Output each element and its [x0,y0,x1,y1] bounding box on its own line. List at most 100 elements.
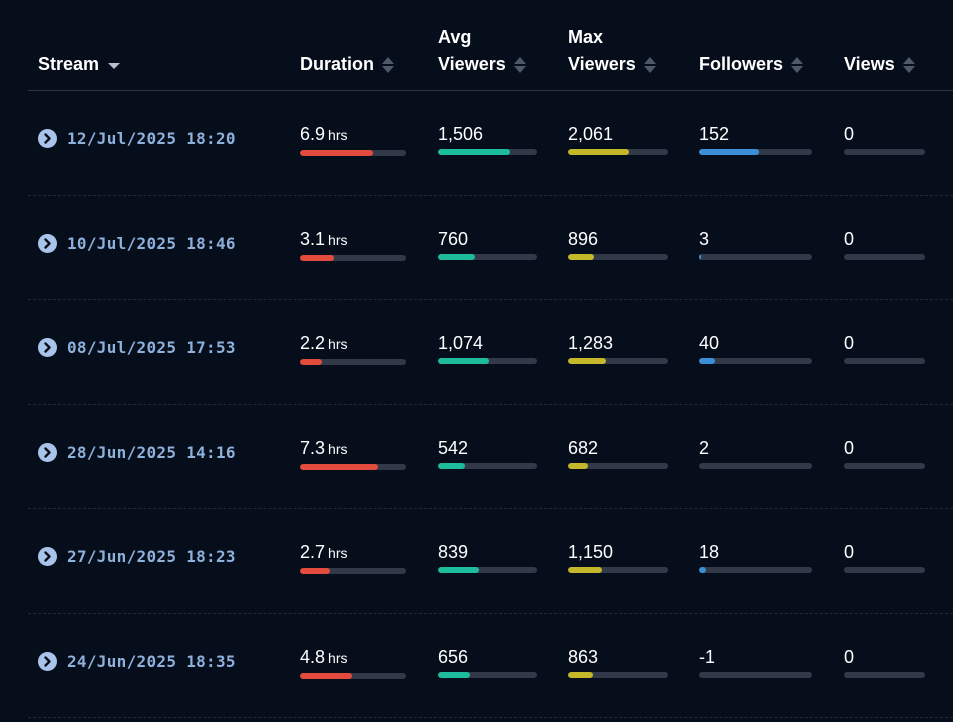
followers-bar [699,462,812,469]
expand-chevron-icon[interactable] [38,338,57,357]
duration-bar [300,672,406,679]
duration-unit: hrs [328,127,348,143]
views-bar [844,253,925,260]
views-value: 0 [844,332,925,354]
expand-chevron-icon[interactable] [38,442,57,462]
duration-unit: hrs [328,231,348,248]
column-header-max-viewers[interactable]: Max Viewers [568,24,656,78]
expand-chevron-icon[interactable] [38,233,57,253]
stream-date[interactable]: 27/Jun/2025 18:23 [67,547,236,566]
table-row[interactable]: 28/Jun/2025 14:16 7.3 hrs 542 682 2 0 [28,405,953,509]
duration-bar-fill [300,463,379,470]
followers-bar-fill [699,253,701,260]
sort-icon [902,56,915,74]
max-viewers-number: 682 [568,437,599,458]
expand-chevron-icon[interactable] [38,651,57,671]
stream-cell[interactable]: 12/Jul/2025 18:20 [38,129,236,148]
avg-viewers-value: 1,506 [438,123,537,145]
max-viewers-bar-fill [568,253,594,260]
stream-cell[interactable]: 24/Jun/2025 18:35 [38,651,236,671]
views-value: 0 [844,437,925,459]
views-bar [844,462,925,469]
max-viewers-value: 1,150 [568,541,668,563]
streams-table: Stream Duration Avg Viewers Max Viewers … [28,0,953,718]
avg-viewers-number: 839 [438,542,469,562]
stream-date[interactable]: 24/Jun/2025 18:35 [67,651,236,671]
followers-cell: 40 [699,332,812,364]
column-header-avg-viewers[interactable]: Avg Viewers [438,24,526,78]
max-viewers-value: 2,061 [568,123,668,145]
avg-viewers-cell: 1,506 [438,123,537,155]
expand-chevron-icon[interactable] [38,129,57,148]
views-value: 0 [844,646,925,668]
column-header-duration[interactable]: Duration [300,51,394,78]
max-viewers-number: 863 [568,646,599,667]
followers-bar [699,253,812,260]
table-row[interactable]: 24/Jun/2025 18:35 4.8 hrs 656 863 -1 0 [28,614,953,718]
duration-value: 2.2 hrs [300,332,406,355]
sort-icon [791,56,804,74]
views-value: 0 [844,228,925,250]
views-number: 0 [844,542,855,562]
followers-bar [699,567,812,573]
followers-bar [699,149,812,155]
stream-date[interactable]: 12/Jul/2025 18:20 [67,129,236,148]
avg-viewers-bar [438,462,537,469]
avg-viewers-bar-fill [438,149,511,155]
avg-viewers-number: 760 [438,228,469,249]
avg-viewers-bar-fill [438,671,470,678]
stream-date[interactable]: 08/Jul/2025 17:53 [67,338,236,357]
column-header-followers-label: Followers [699,54,784,74]
duration-unit: hrs [328,440,348,457]
table-row[interactable]: 10/Jul/2025 18:46 3.1 hrs 760 896 3 0 [28,196,953,300]
max-viewers-number: 1,283 [568,333,614,353]
views-cell: 0 [844,646,925,678]
views-number: 0 [844,646,855,667]
expand-chevron-icon[interactable] [38,547,57,566]
duration-unit: hrs [328,336,348,352]
duration-unit: hrs [328,545,348,561]
stream-date[interactable]: 28/Jun/2025 14:16 [67,442,236,462]
max-viewers-bar-fill [568,149,629,155]
max-viewers-cell: 2,061 [568,123,668,155]
avg-viewers-bar [438,358,537,364]
duration-value: 3.1 hrs [300,228,406,251]
views-bar [844,358,925,364]
avg-viewers-number: 542 [438,437,469,458]
column-header-views[interactable]: Views [844,51,915,78]
max-viewers-cell: 863 [568,646,668,678]
max-viewers-bar-fill [568,462,588,469]
max-viewers-value: 1,283 [568,332,668,354]
column-header-duration-label: Duration [300,54,374,74]
max-viewers-bar [568,671,668,678]
stream-cell[interactable]: 08/Jul/2025 17:53 [38,338,236,357]
followers-value: 152 [699,123,812,145]
followers-value: 40 [699,332,812,354]
duration-cell: 2.7 hrs [300,541,406,574]
followers-number: -1 [699,646,716,667]
table-row[interactable]: 08/Jul/2025 17:53 2.2 hrs 1,074 1,283 40 0 [28,300,953,405]
avg-viewers-cell: 656 [438,646,537,678]
table-row[interactable]: 12/Jul/2025 18:20 6.9 hrs 1,506 2,061 152 0 [28,91,953,196]
followers-bar [699,358,812,364]
max-viewers-bar-fill [568,671,593,678]
views-cell: 0 [844,228,925,260]
followers-cell: 2 [699,437,812,469]
column-header-followers[interactable]: Followers [699,51,804,78]
stream-date[interactable]: 10/Jul/2025 18:46 [67,233,236,253]
table-row[interactable]: 27/Jun/2025 18:23 2.7 hrs 839 1,150 18 0 [28,509,953,614]
max-viewers-value: 682 [568,437,668,459]
max-viewers-bar [568,462,668,469]
stream-cell[interactable]: 10/Jul/2025 18:46 [38,233,236,253]
duration-number: 3.1 [300,228,326,249]
duration-cell: 7.3 hrs [300,437,406,470]
followers-number: 152 [699,124,730,144]
duration-number: 2.7 [300,542,326,562]
stream-cell[interactable]: 27/Jun/2025 18:23 [38,547,236,566]
stream-cell[interactable]: 28/Jun/2025 14:16 [38,442,236,462]
duration-number: 6.9 [300,124,326,144]
avg-viewers-cell: 542 [438,437,537,469]
column-header-stream[interactable]: Stream [38,51,121,78]
duration-cell: 2.2 hrs [300,332,406,365]
avg-viewers-value: 760 [438,228,537,250]
